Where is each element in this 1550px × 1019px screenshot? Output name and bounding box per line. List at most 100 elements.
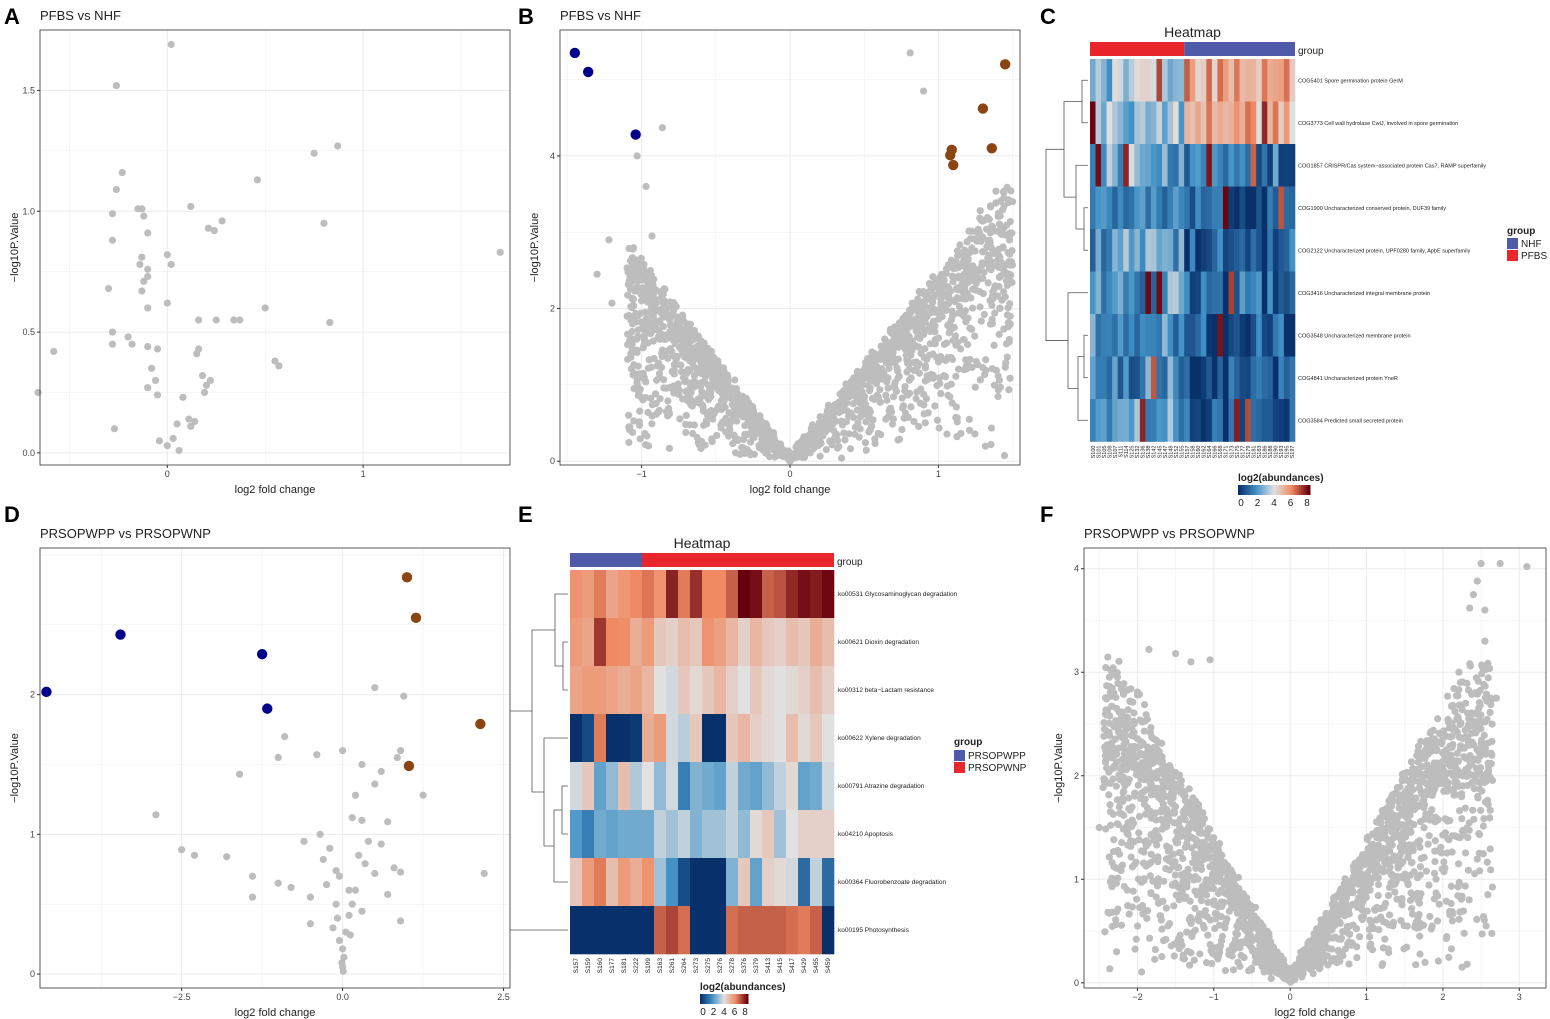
data-point: [864, 411, 872, 419]
heatmap-cell: [1123, 229, 1130, 272]
data-point: [1444, 751, 1452, 759]
heatmap-cell: [1195, 144, 1202, 187]
data-point: [971, 430, 979, 438]
data-point: [766, 445, 774, 454]
data-point: [1478, 930, 1486, 938]
data-point: [195, 316, 203, 324]
heatmap-cell: [1112, 314, 1119, 357]
data-point: [348, 900, 356, 908]
data-point: [953, 294, 961, 302]
data-point: [1197, 861, 1205, 870]
data-point: [1116, 809, 1124, 817]
data-point: [271, 357, 279, 365]
data-point: [345, 886, 353, 894]
data-point: [639, 344, 647, 352]
data-point: [1479, 822, 1487, 830]
data-point: [1413, 752, 1421, 760]
data-point: [921, 345, 929, 353]
plot-border: [39, 29, 511, 466]
heatmap-cell: [1112, 229, 1119, 272]
data-point: [679, 395, 687, 403]
data-point: [713, 431, 721, 440]
heatmap-cell: [1261, 144, 1268, 187]
data-point: [747, 423, 755, 431]
data-point: [1140, 700, 1149, 709]
heatmap-cell: [1156, 101, 1163, 145]
data-point: [682, 411, 690, 420]
heatmap-cell: [1106, 186, 1113, 230]
data-point: [144, 384, 152, 392]
data-point: [1004, 249, 1012, 257]
heatmap-cell: [1189, 356, 1196, 400]
data-point: [677, 361, 685, 369]
heatmap-cell: [1128, 144, 1135, 187]
data-point: [1127, 853, 1135, 861]
data-point: [1344, 929, 1352, 937]
heatmap-cell: [1123, 101, 1130, 145]
data-point: [626, 285, 635, 293]
group-bar-pfbs: [1090, 42, 1185, 56]
data-point: [625, 423, 633, 431]
y-tick-label: 2: [30, 690, 35, 700]
data-point: [816, 422, 824, 430]
data-point: [144, 304, 152, 312]
data-point: [1147, 780, 1156, 788]
data-point: [629, 295, 637, 303]
heatmap-cell: [1156, 399, 1163, 442]
heatmap-cell: [1139, 399, 1146, 442]
heatmap-cell: [1256, 101, 1263, 145]
data-point: [1244, 900, 1253, 909]
data-point: [1158, 898, 1166, 906]
data-point: [1416, 950, 1424, 958]
data-point: [1391, 880, 1399, 888]
y-axis-label: −log10P.Value: [9, 213, 21, 283]
data-point: [1107, 751, 1115, 759]
data-point: [1207, 878, 1215, 886]
data-point: [1374, 892, 1382, 900]
data-point: [730, 431, 738, 439]
data-point: [681, 340, 690, 348]
data-point: [860, 392, 869, 401]
data-point: [193, 350, 201, 358]
data-point: [1001, 293, 1009, 301]
data-point: [275, 362, 283, 370]
data-point: [866, 426, 874, 434]
x-tick-label: 1: [361, 469, 366, 479]
data-point: [1416, 932, 1424, 940]
data-point: [862, 446, 870, 454]
data-point: [664, 354, 672, 362]
data-point: [828, 420, 836, 428]
data-point: [1446, 907, 1454, 916]
data-point: [1445, 836, 1453, 844]
data-point: [364, 837, 372, 845]
data-point: [1480, 717, 1488, 726]
data-point: [326, 318, 334, 327]
data-point: [982, 366, 990, 375]
heatmap-cell: [1195, 399, 1202, 442]
heatmap-cell: [1256, 399, 1263, 442]
data-point: [1465, 715, 1473, 723]
data-point: [912, 358, 920, 366]
data-point: [645, 356, 653, 364]
data-point: [1447, 702, 1456, 710]
data-point: [1403, 922, 1411, 930]
data-point: [1381, 834, 1390, 842]
up-regulated-point: [401, 572, 413, 583]
data-point: [1258, 942, 1267, 951]
heatmap-cell: [1128, 314, 1135, 357]
data-point: [684, 392, 692, 400]
heatmap-cell: [1228, 271, 1235, 315]
data-point: [351, 791, 360, 799]
heatmap-cell: [1095, 101, 1102, 145]
heatmap-cell: [1162, 186, 1168, 230]
heatmap-cell: [1134, 186, 1141, 230]
data-point: [816, 452, 824, 460]
data-point: [339, 945, 347, 953]
heatmap-cell: [1222, 356, 1229, 400]
data-point: [396, 868, 405, 876]
data-point: [1426, 809, 1434, 817]
row-label: COG5401 Spore germination protein GerM: [1298, 78, 1403, 84]
data-point: [1471, 772, 1479, 781]
data-point: [1457, 908, 1465, 916]
